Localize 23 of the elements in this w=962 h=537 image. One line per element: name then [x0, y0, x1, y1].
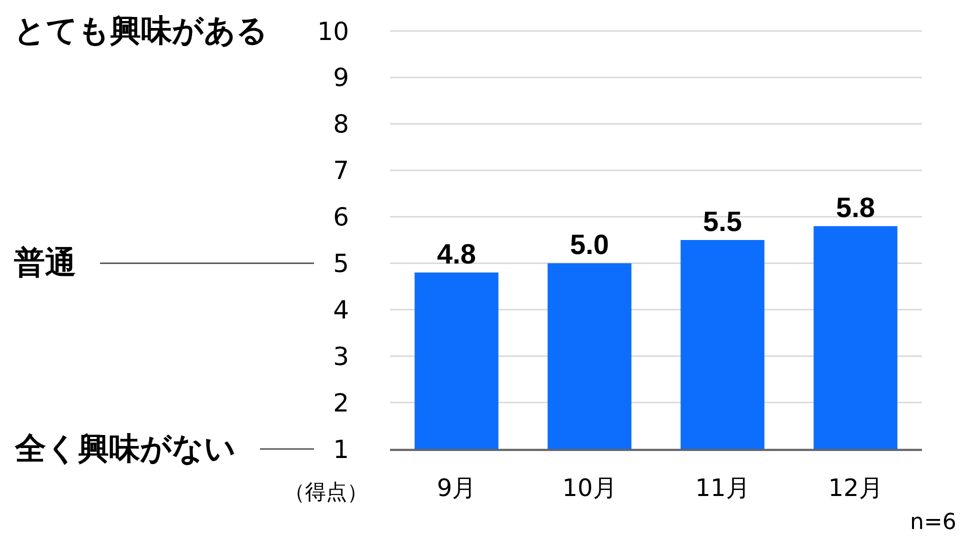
- y-tick-label: 6: [333, 202, 349, 232]
- y-tick-label: 1: [333, 434, 349, 464]
- x-tick-label: 10月: [562, 474, 617, 502]
- text: とても興味がある: [14, 13, 268, 49]
- y-tick-label: 2: [333, 388, 349, 418]
- y-tick-label: 4: [333, 295, 349, 324]
- y-tick-label: 3: [333, 342, 349, 371]
- y-tick-label: 9: [333, 63, 349, 92]
- data-label: 5.5: [703, 206, 742, 237]
- y-tick-label: 10: [317, 16, 349, 46]
- y-tick-label: 7: [333, 156, 349, 186]
- x-tick-label: 11月: [695, 474, 750, 502]
- data-label: 5.8: [836, 192, 875, 224]
- y-tick-label: 5: [333, 248, 349, 278]
- y-tick-label: 8: [333, 110, 349, 139]
- ref-line-label: 普通: [14, 245, 76, 281]
- y-axis-title: （得点）: [284, 480, 368, 504]
- data-label: 5.0: [570, 229, 609, 260]
- ref-line-label: 全く興味がない: [14, 431, 236, 467]
- x-tick-label: 9月: [436, 474, 476, 502]
- text: n=6: [910, 510, 956, 535]
- data-label: 4.8: [437, 238, 476, 270]
- x-tick-label: 12月: [828, 474, 883, 502]
